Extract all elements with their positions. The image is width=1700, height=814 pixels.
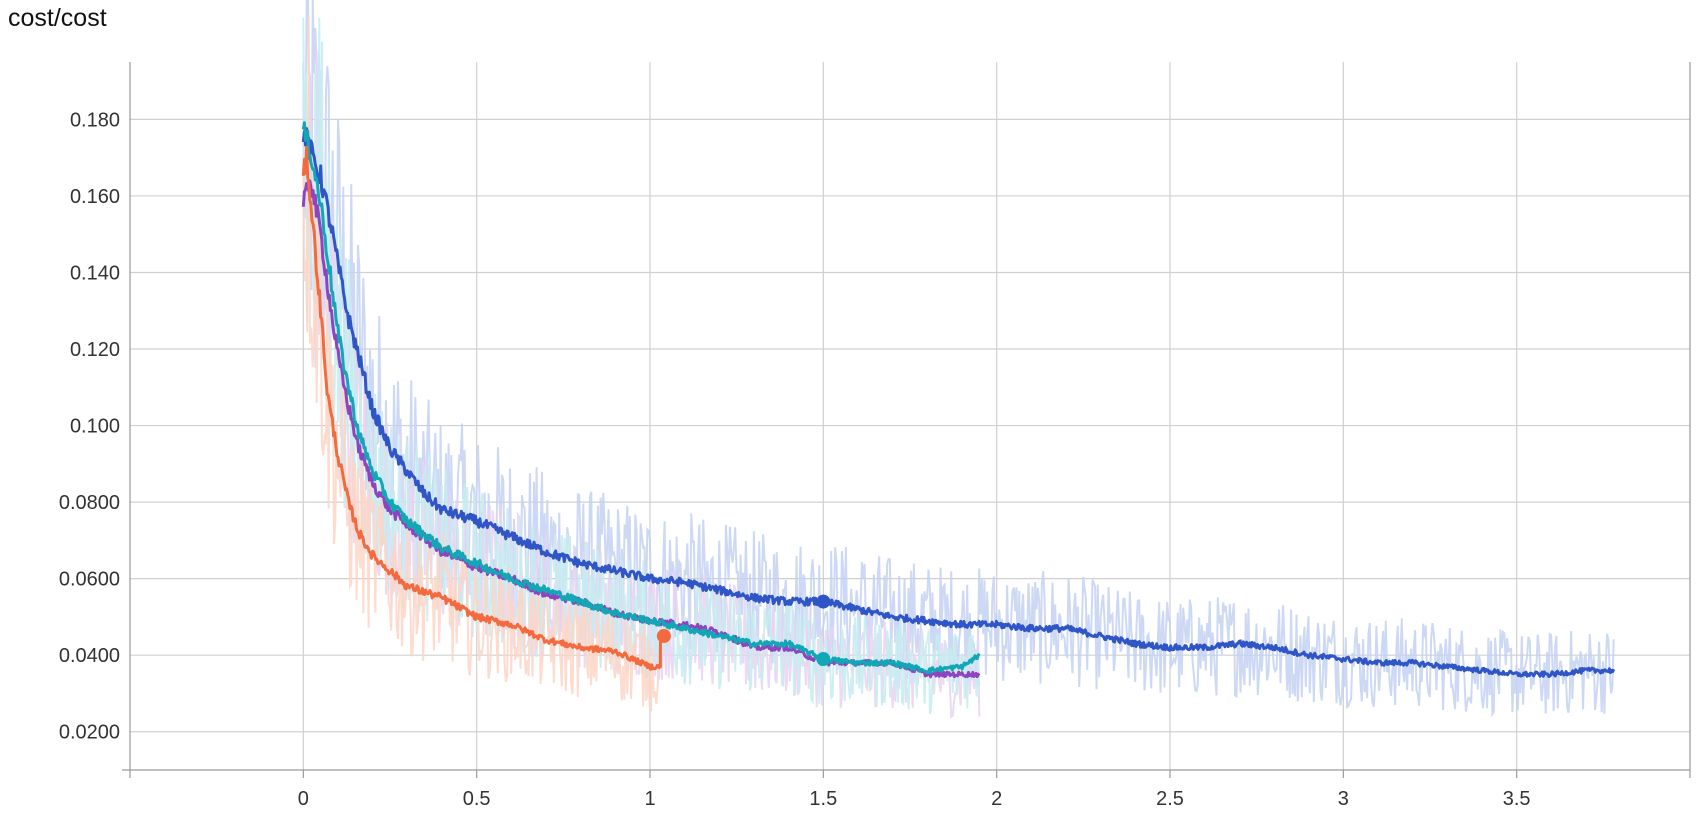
x-tick-label: 2.5 — [1156, 788, 1184, 810]
y-tick-label: 0.180 — [70, 109, 120, 131]
y-tick-label: 0.0200 — [59, 722, 120, 744]
series-end-marker[interactable] — [816, 652, 831, 667]
y-tick-label: 0.0400 — [59, 645, 120, 667]
x-tick-label: 1.5 — [809, 788, 837, 810]
x-tick-label: 1 — [644, 788, 655, 810]
tick-labels: 0.0200 0.0400 0.0600 0.0800 0.100 0.120 0.140 0… — [59, 109, 1531, 810]
series-markers — [656, 594, 831, 667]
raw-series-group — [302, 0, 1615, 719]
y-tick-label: 0.100 — [70, 416, 120, 438]
smoothed-series-line — [301, 127, 1616, 678]
smoothed-series-line — [301, 121, 981, 675]
x-tick-label: 0.5 — [463, 788, 491, 810]
y-tick-label: 0.140 — [70, 262, 120, 284]
x-tick-label: 3 — [1338, 788, 1349, 810]
x-tick-label: 3.5 — [1503, 788, 1531, 810]
raw-series-line — [302, 17, 981, 715]
x-tick-label: 2 — [991, 788, 1002, 810]
raw-series-line — [302, 16, 662, 712]
series-end-marker[interactable] — [816, 594, 831, 609]
y-tick-label: 0.0600 — [59, 569, 120, 591]
chart-title: cost/cost — [8, 4, 107, 32]
raw-series-line — [302, 0, 1615, 718]
smoothed-series-group — [301, 121, 1616, 679]
smoothed-series-line — [301, 145, 662, 671]
chart-axes — [122, 62, 1691, 778]
x-tick-label: 0 — [298, 788, 309, 810]
y-tick-label: 0.120 — [70, 339, 120, 361]
series-end-marker[interactable] — [656, 629, 671, 644]
y-tick-label: 0.160 — [70, 186, 120, 208]
y-tick-label: 0.0800 — [59, 492, 120, 514]
